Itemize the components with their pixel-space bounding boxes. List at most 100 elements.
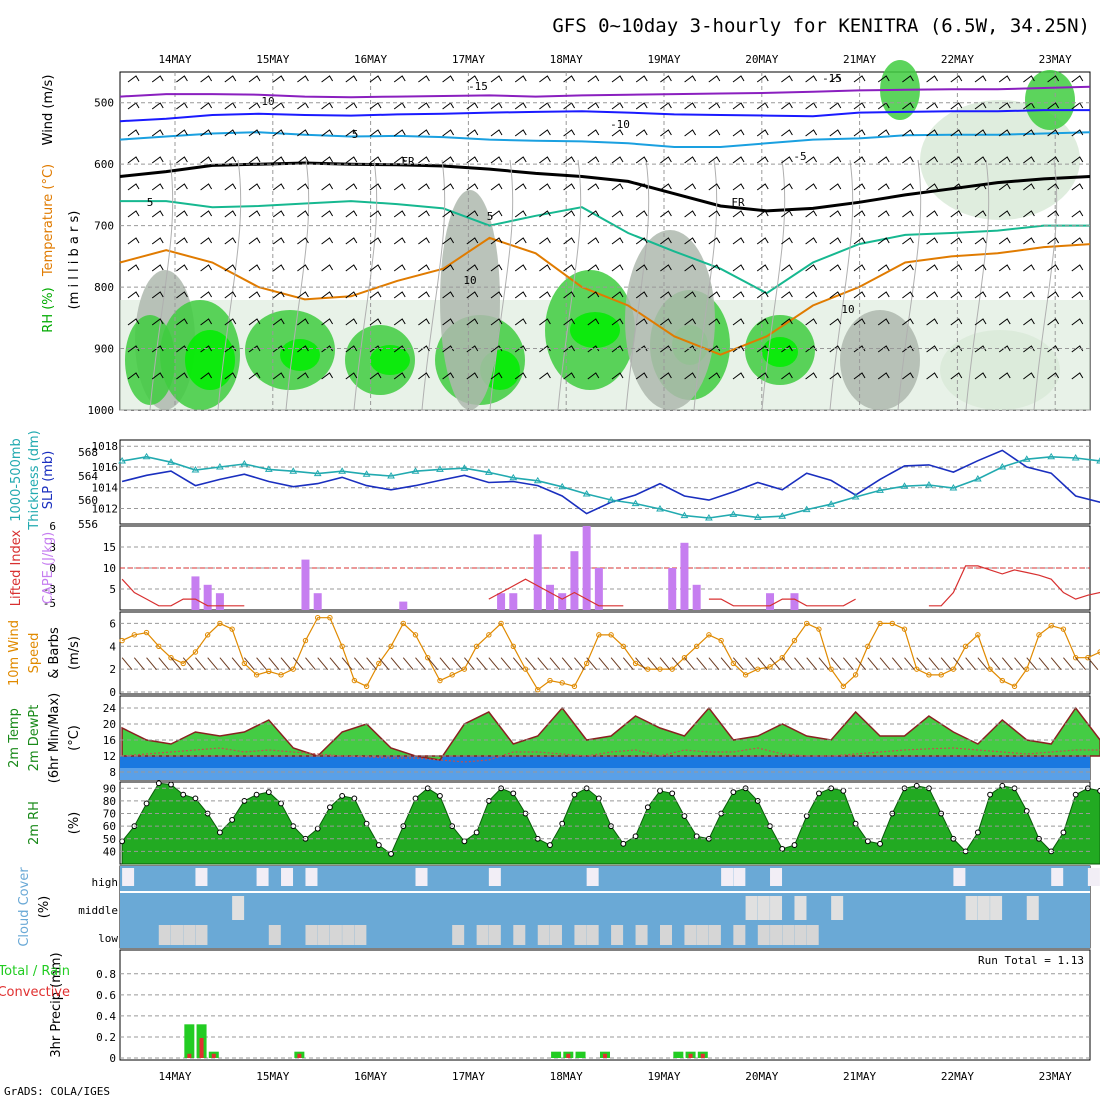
wind-barb: [200, 291, 213, 299]
wind-barb: [369, 291, 382, 299]
wind-barb: [781, 129, 793, 137]
wind-barb: [611, 75, 624, 83]
cloud-low-block: [452, 925, 465, 945]
wind-barb: [950, 237, 963, 245]
wind-barb: [207, 657, 219, 671]
wind-point: [143, 629, 150, 636]
wind-point: [779, 655, 785, 661]
rh2m-point: [974, 829, 981, 836]
wind-barb: [297, 210, 309, 218]
wind-point: [706, 632, 712, 638]
wind-barb: [378, 657, 390, 671]
wind-point: [1060, 626, 1067, 632]
wind-barb: [660, 183, 672, 191]
wind-barb: [635, 102, 648, 110]
wind-barb: [200, 156, 213, 164]
wind-barb: [708, 75, 721, 83]
wind-barb: [369, 102, 382, 110]
wind-barb: [1047, 210, 1060, 218]
wind-barb: [442, 372, 455, 380]
wind-barb: [998, 75, 1011, 83]
wind-point: [828, 666, 834, 672]
cape-tick: 15: [103, 541, 116, 554]
rh2m-point: [180, 791, 187, 798]
x-tick-top: 23MAY: [1039, 53, 1072, 66]
rh2m-point: [595, 795, 602, 802]
wind-barb: [684, 156, 697, 164]
wind-barb: [297, 129, 309, 137]
precip-tick: 0.6: [96, 989, 116, 1002]
wind-barb: [393, 372, 406, 380]
wind-barb: [611, 291, 624, 299]
x-tick-top: 20MAY: [745, 53, 778, 66]
wind-barb: [464, 657, 475, 671]
wind-barb: [853, 372, 866, 380]
cloud-level-low: low: [98, 932, 118, 945]
wind-barb: [829, 210, 842, 218]
wind-barb: [902, 237, 914, 245]
wind-barb: [1047, 129, 1060, 137]
ylabel-2m-dewpt: 2m DewPt: [27, 705, 42, 772]
wind-point: [596, 632, 602, 638]
wind-point: [461, 666, 468, 672]
wind-barb: [635, 129, 648, 137]
wind-point: [632, 660, 639, 667]
thickness-point: [436, 465, 444, 472]
cape-bar: [509, 593, 518, 610]
wind-point: [645, 666, 651, 672]
rh-contour: [829, 159, 854, 411]
cape-bar: [313, 593, 322, 610]
wind-barb: [200, 318, 213, 326]
wind-barb: [902, 156, 914, 164]
wind-barb: [998, 102, 1011, 110]
wind-barb: [587, 129, 600, 137]
thickness-point: [558, 482, 567, 490]
wind-barb: [829, 237, 842, 245]
wind-barb: [732, 291, 745, 299]
wind-barb: [127, 129, 140, 137]
wind-barb: [904, 657, 915, 671]
wind-barb: [998, 291, 1011, 299]
wind-barb: [418, 129, 430, 137]
rh2m-point: [864, 838, 871, 845]
wind-point: [339, 643, 345, 649]
cape-bar: [692, 584, 701, 610]
wind-barb: [926, 264, 939, 272]
dewpt-band-dark: [120, 756, 1090, 768]
wind-point: [938, 672, 944, 678]
cape-bar: [766, 593, 775, 610]
wind-barb: [660, 291, 672, 299]
wind-barb: [195, 657, 206, 671]
wind-point: [865, 643, 871, 649]
wind-point: [657, 666, 663, 672]
wind-barb: [1071, 318, 1084, 326]
rh-contour: [557, 159, 582, 411]
wind-barb: [853, 318, 866, 326]
wind-barb: [708, 345, 721, 353]
wind-barb: [916, 657, 928, 671]
x-ticks-bottom: 14MAY 15MAY 16MAY 17MAY 18MAY 19MAY 20MAY 21MAY…: [158, 1070, 1072, 1083]
thickness-point: [338, 467, 347, 474]
cloud-low-block: [354, 925, 367, 945]
wind-barb: [272, 264, 285, 272]
x-tick-top: 18MAY: [550, 53, 583, 66]
thickness-point: [216, 463, 224, 470]
wind-point: [1036, 632, 1042, 638]
cloud-low-block: [635, 925, 648, 945]
wind-barb: [418, 156, 430, 164]
wind-barb: [345, 210, 358, 218]
wind-barb: [1023, 264, 1035, 272]
wind-point: [290, 666, 296, 672]
wind-barb: [200, 345, 213, 353]
rh2m-point: [327, 804, 333, 811]
wind-barb: [829, 318, 842, 326]
wind-barb: [563, 291, 576, 299]
ylabel-thickness: Thickness (dm): [27, 430, 42, 530]
wind-barb: [805, 210, 818, 218]
wind-point: [620, 643, 627, 649]
cloud-low-block: [305, 925, 318, 945]
wind-barb: [317, 657, 329, 671]
rh-shading: [440, 190, 500, 410]
contour-label: FR: [401, 155, 415, 168]
